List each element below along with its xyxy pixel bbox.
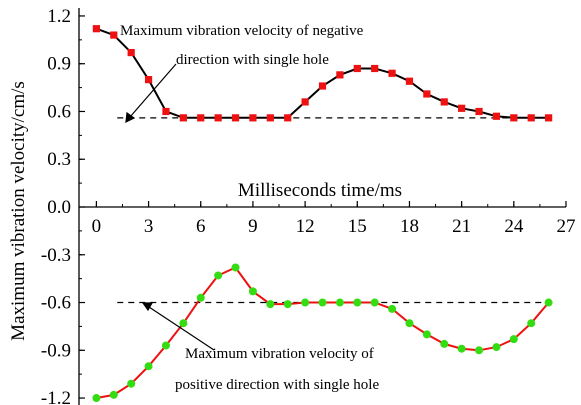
x-tick-label: 6 (196, 216, 206, 237)
series-1-point (144, 76, 153, 84)
series-1-point (388, 69, 396, 77)
y-tick-label: 0.3 (47, 149, 71, 170)
series-2-point (440, 339, 449, 348)
arrow-negative (129, 63, 177, 118)
series-2-point (231, 263, 240, 272)
series-2-point (179, 319, 188, 328)
series-2-point (196, 293, 205, 302)
x-axis-label: Milliseconds time/ms (238, 180, 402, 201)
series-layer (92, 25, 553, 403)
y-tick-label: 0.9 (47, 54, 71, 75)
series-2-point (266, 300, 275, 309)
series-2-point (144, 362, 153, 371)
series-1-point (423, 90, 431, 98)
series-1-point (231, 114, 240, 122)
series-2-point (161, 341, 170, 350)
series-1-point (353, 64, 361, 73)
x-tick-label: 0 (92, 216, 102, 237)
series-2-point (248, 287, 257, 296)
x-tick-label: 3 (144, 216, 154, 237)
annotation-negative-line1: Maximum vibration velocity of negative (120, 23, 364, 39)
series-2-point (422, 330, 431, 339)
series-1-point (371, 64, 379, 73)
series-1-point (179, 114, 187, 122)
series-2-point (92, 394, 101, 403)
y-tick-label: -0.6 (41, 293, 71, 314)
series-1-point (214, 114, 222, 122)
annotation-positive-line2: positive direction with single hole (175, 377, 379, 393)
series-2-point (457, 344, 466, 353)
series-2-point (214, 271, 223, 280)
series-2-point (405, 319, 414, 328)
series-1-line (96, 27, 549, 119)
x-tick-label: 12 (296, 216, 315, 237)
series-1-point (318, 82, 327, 90)
arrow-positive (148, 306, 215, 351)
series-1-point (492, 112, 501, 120)
annotation-positive-line1: Maximum vibration velocity of (185, 346, 374, 362)
series-1-point (127, 48, 135, 57)
series-1-point (110, 31, 118, 39)
series-1-point (162, 107, 170, 116)
series-2-point (301, 298, 310, 307)
reference-lines-layer (117, 117, 553, 304)
series-1-point (440, 98, 448, 106)
series-2-point (370, 298, 379, 307)
series-2-point (335, 298, 344, 307)
series-2-point (318, 298, 327, 307)
y-tick-label: -0.9 (41, 340, 71, 361)
series-1-point (510, 114, 518, 122)
y-tick-label: -1.2 (41, 388, 71, 405)
x-tick-label: 9 (248, 216, 258, 237)
arrow-positive-head (141, 302, 154, 312)
annotation-arrows (125, 63, 215, 351)
series-2-point (492, 343, 501, 352)
series-2-point (475, 346, 484, 355)
series-2-point (353, 298, 362, 307)
arrow-negative-head (125, 111, 136, 124)
series-1-point (336, 71, 344, 79)
annotation-negative-line2: direction with single hole (176, 52, 329, 68)
series-1-point (405, 77, 414, 85)
series-1-point (527, 114, 535, 122)
series-2-point (127, 379, 136, 388)
x-tick-label: 27 (557, 216, 576, 237)
series-1-point (284, 114, 292, 122)
y-tick-label: -0.3 (41, 245, 71, 266)
y-tick-label: 0.6 (47, 101, 71, 122)
y-tick-label: 0.0 (47, 197, 71, 218)
series-1-point (92, 25, 100, 33)
x-tick-label: 21 (452, 216, 471, 237)
series-2-point (388, 304, 397, 313)
series-1-point (301, 98, 309, 106)
x-tick-label: 15 (348, 216, 367, 237)
series-1-point (249, 114, 257, 122)
series-1-point (545, 114, 553, 122)
series-2-point (109, 390, 118, 399)
series-2-point (509, 335, 518, 344)
series-1-point (458, 104, 466, 112)
y-tick-label: 1.2 (47, 6, 71, 27)
series-1-point (475, 107, 483, 116)
series-1-point (266, 114, 274, 122)
x-tick-label: 18 (400, 216, 419, 237)
series-1-point (197, 114, 205, 122)
series-2-point (527, 319, 536, 328)
series-2-point (544, 298, 553, 307)
x-tick-label: 24 (504, 216, 524, 237)
axes-layer: 1.2 0.9 0.6 0.3 0.0 -0.3 -0.6 -0.9 -1.2 0 3 6 9 12 15 1… (41, 6, 576, 405)
y-axis-label: Maximum vibration velocity/cm/s (8, 81, 29, 341)
series-2-point (283, 300, 292, 309)
